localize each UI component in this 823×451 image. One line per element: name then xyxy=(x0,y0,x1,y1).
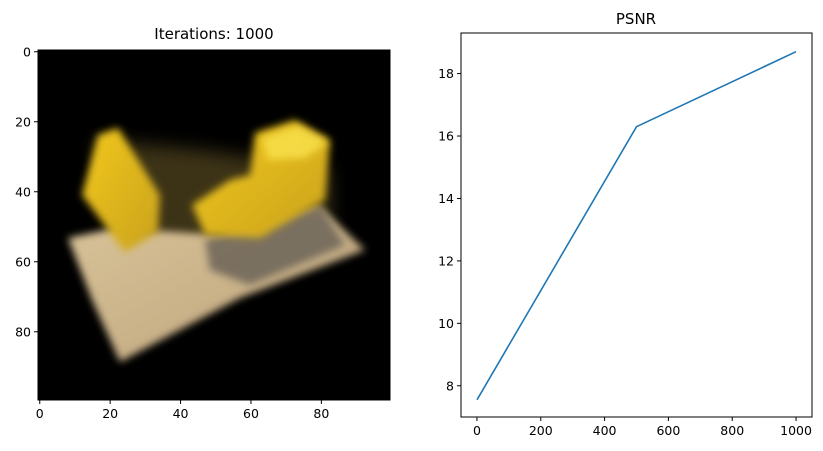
psnr-y-tick-label: 16 xyxy=(438,129,454,144)
psnr-y-tick-label: 8 xyxy=(446,378,454,393)
render-x-tick-label: 20 xyxy=(102,406,118,421)
render-x-tick-label: 80 xyxy=(313,406,329,421)
render-x-tick-label: 60 xyxy=(243,406,259,421)
psnr-plot-area xyxy=(476,50,797,401)
psnr-frame xyxy=(460,32,813,418)
render-y-tick-label: 80 xyxy=(15,324,31,339)
render-slab-shadow xyxy=(205,205,345,285)
psnr-y-ticks: 8 10 12 14 16 18 xyxy=(438,66,461,393)
render-y-tick-label: 0 xyxy=(23,44,31,59)
render-right-block-highlight xyxy=(262,126,328,160)
psnr-y-tick-label: 14 xyxy=(438,191,454,206)
render-panel: Iterations: 1000 0 20 40 60 80 0 20 40 60 80 xyxy=(15,25,391,421)
psnr-x-tick-label: 800 xyxy=(720,423,744,438)
render-y-tick-label: 20 xyxy=(15,114,31,129)
render-x-tick-label: 40 xyxy=(173,406,189,421)
render-title: Iterations: 1000 xyxy=(154,25,273,43)
psnr-y-tick-label: 10 xyxy=(438,316,454,331)
psnr-x-ticks: 0 200 400 600 800 1000 xyxy=(473,417,812,438)
psnr-panel: PSNR 0 200 400 600 800 1000 8 10 12 14 16 18 xyxy=(438,10,813,438)
psnr-x-tick-label: 600 xyxy=(656,423,680,438)
psnr-x-tick-label: 200 xyxy=(529,423,553,438)
psnr-y-tick-label: 12 xyxy=(438,253,454,268)
psnr-series-line xyxy=(476,50,797,401)
render-x-ticks: 0 20 40 60 80 xyxy=(36,400,329,421)
psnr-x-tick-label: 1000 xyxy=(780,423,812,438)
render-x-tick-label: 0 xyxy=(36,406,44,421)
psnr-x-tick-label: 400 xyxy=(593,423,617,438)
psnr-title: PSNR xyxy=(616,10,656,28)
render-y-ticks: 0 20 40 60 80 xyxy=(15,44,38,339)
render-frame xyxy=(37,49,391,401)
render-image xyxy=(38,50,390,400)
render-left-block xyxy=(82,128,160,252)
render-y-tick-label: 60 xyxy=(15,254,31,269)
psnr-x-tick-label: 0 xyxy=(473,423,481,438)
render-y-tick-label: 40 xyxy=(15,184,31,199)
psnr-y-tick-label: 18 xyxy=(438,66,454,81)
